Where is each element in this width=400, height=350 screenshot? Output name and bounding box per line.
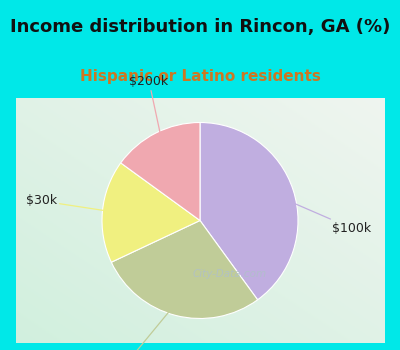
Text: $50k: $50k [114, 298, 180, 350]
Text: $200k: $200k [130, 75, 169, 149]
Text: Hispanic or Latino residents: Hispanic or Latino residents [80, 69, 320, 84]
Text: Income distribution in Rincon, GA (%): Income distribution in Rincon, GA (%) [10, 19, 390, 36]
Text: $100k: $100k [276, 196, 372, 235]
Wedge shape [200, 122, 298, 300]
Text: City-Data.com: City-Data.com [192, 270, 266, 279]
Wedge shape [121, 122, 200, 220]
Text: $30k: $30k [26, 194, 120, 213]
Wedge shape [102, 163, 200, 262]
Wedge shape [111, 220, 258, 318]
